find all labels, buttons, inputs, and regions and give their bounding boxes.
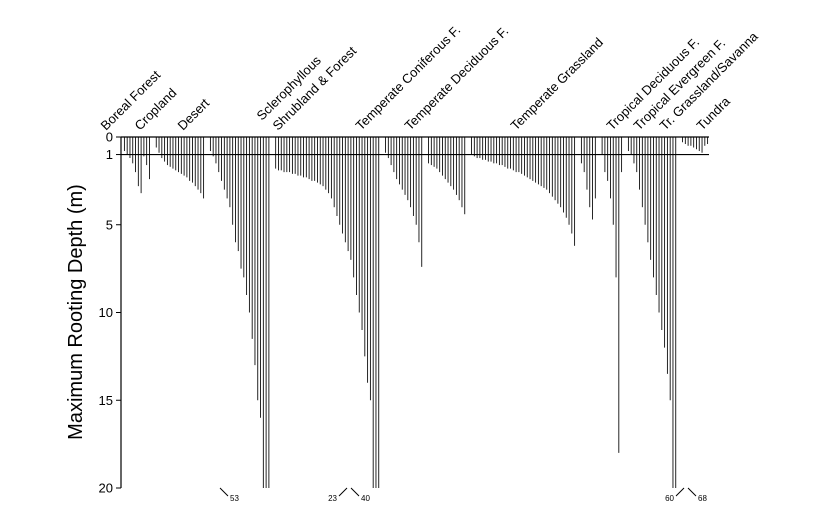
bars-layer [123, 137, 709, 488]
clip-value-label: 23 [328, 494, 337, 503]
y-tick-label: 15 [99, 393, 113, 408]
biome-label: Desert [175, 95, 213, 133]
clip-marker [219, 487, 229, 497]
y-axis-label: Maximum Rooting Depth (m) [65, 184, 87, 440]
y-tick-label: 20 [99, 481, 113, 496]
y-tick-label: 5 [106, 217, 113, 232]
clip-marker [675, 487, 685, 497]
clip-marker [338, 487, 348, 497]
clip-value-label: 40 [361, 494, 370, 503]
clip-annotations: 53 23 40 60 68 [219, 487, 707, 503]
y-tick-label: 1 [106, 147, 113, 162]
y-tick-label: 10 [99, 305, 113, 320]
clip-value-label: 60 [665, 494, 674, 503]
clip-value-label: 53 [230, 494, 239, 503]
clip-marker [687, 487, 697, 497]
clip-marker [350, 487, 360, 497]
biome-label: Temperate Grassland [508, 35, 606, 133]
y-tick-label: 0 [106, 130, 113, 145]
clip-value-label: 68 [698, 494, 707, 503]
